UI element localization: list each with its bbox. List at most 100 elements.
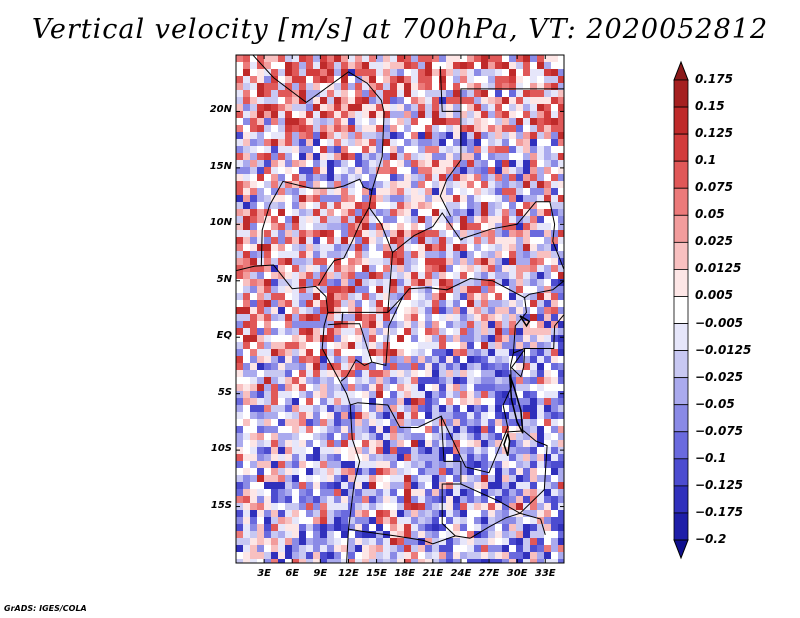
- field-cell: [292, 160, 299, 167]
- field-cell: [355, 510, 362, 517]
- field-cell: [390, 202, 397, 209]
- field-cell: [243, 517, 250, 524]
- field-cell: [257, 111, 264, 118]
- field-cell: [334, 55, 341, 62]
- field-cell: [271, 251, 278, 258]
- field-cell: [404, 545, 411, 552]
- field-cell: [551, 286, 558, 293]
- field-cell: [250, 111, 257, 118]
- field-cell: [243, 405, 250, 412]
- field-cell: [306, 314, 313, 321]
- field-cell: [418, 489, 425, 496]
- field-cell: [243, 293, 250, 300]
- field-cell: [544, 265, 551, 272]
- field-cell: [509, 125, 516, 132]
- field-cell: [397, 55, 404, 62]
- field-cell: [425, 454, 432, 461]
- field-cell: [362, 384, 369, 391]
- field-cell: [495, 517, 502, 524]
- field-cell: [257, 104, 264, 111]
- field-cell: [278, 258, 285, 265]
- field-cell: [509, 426, 516, 433]
- field-cell: [523, 111, 530, 118]
- field-cell: [306, 216, 313, 223]
- field-cell: [299, 181, 306, 188]
- field-cell: [313, 545, 320, 552]
- field-cell: [411, 55, 418, 62]
- field-cell: [439, 237, 446, 244]
- field-cell: [236, 552, 243, 559]
- field-cell: [460, 496, 467, 503]
- field-cell: [383, 419, 390, 426]
- field-cell: [271, 202, 278, 209]
- field-cell: [306, 559, 313, 563]
- field-cell: [432, 293, 439, 300]
- field-cell: [523, 552, 530, 559]
- field-cell: [404, 62, 411, 69]
- field-cell: [383, 426, 390, 433]
- field-cell: [432, 433, 439, 440]
- field-cell: [397, 62, 404, 69]
- field-cell: [341, 391, 348, 398]
- field-cell: [530, 503, 537, 510]
- field-cell: [243, 83, 250, 90]
- field-cell: [285, 195, 292, 202]
- field-cell: [369, 454, 376, 461]
- field-cell: [271, 489, 278, 496]
- field-cell: [334, 531, 341, 538]
- colorbar-segment: [673, 187, 689, 216]
- field-cell: [390, 531, 397, 538]
- field-cell: [502, 468, 509, 475]
- field-cell: [502, 90, 509, 97]
- field-cell: [341, 545, 348, 552]
- border-line: [442, 430, 548, 514]
- field-cell: [236, 538, 243, 545]
- field-cell: [313, 384, 320, 391]
- field-cell: [271, 209, 278, 216]
- field-cell: [516, 174, 523, 181]
- field-cell: [495, 104, 502, 111]
- longitude-label: 33E: [534, 568, 556, 579]
- field-cell: [488, 363, 495, 370]
- field-cell: [376, 314, 383, 321]
- field-cell: [551, 314, 558, 321]
- field-cell: [292, 496, 299, 503]
- field-cell: [334, 223, 341, 230]
- field-cell: [404, 293, 411, 300]
- field-cell: [236, 223, 243, 230]
- field-cell: [250, 62, 257, 69]
- field-cell: [418, 356, 425, 363]
- field-cell: [257, 447, 264, 454]
- field-cell: [467, 510, 474, 517]
- field-cell: [257, 405, 264, 412]
- field-cell: [474, 223, 481, 230]
- field-cell: [250, 188, 257, 195]
- field-cell: [481, 440, 488, 447]
- field-cell: [243, 181, 250, 188]
- field-cell: [292, 363, 299, 370]
- field-cell: [369, 279, 376, 286]
- field-cell: [369, 307, 376, 314]
- field-cell: [327, 335, 334, 342]
- field-cell: [313, 300, 320, 307]
- field-cell: [544, 461, 551, 468]
- field-cell: [516, 104, 523, 111]
- field-cell: [439, 531, 446, 538]
- field-cell: [376, 209, 383, 216]
- field-cell: [446, 160, 453, 167]
- field-cell: [425, 370, 432, 377]
- field-cell: [306, 391, 313, 398]
- field-cell: [425, 468, 432, 475]
- field-cell: [551, 69, 558, 76]
- field-cell: [320, 342, 327, 349]
- field-cell: [341, 279, 348, 286]
- field-cell: [299, 153, 306, 160]
- field-cell: [369, 69, 376, 76]
- field-cell: [264, 272, 271, 279]
- field-cell: [488, 272, 495, 279]
- field-cell: [369, 83, 376, 90]
- field-cell: [376, 167, 383, 174]
- field-cell: [320, 552, 327, 559]
- field-cell: [376, 279, 383, 286]
